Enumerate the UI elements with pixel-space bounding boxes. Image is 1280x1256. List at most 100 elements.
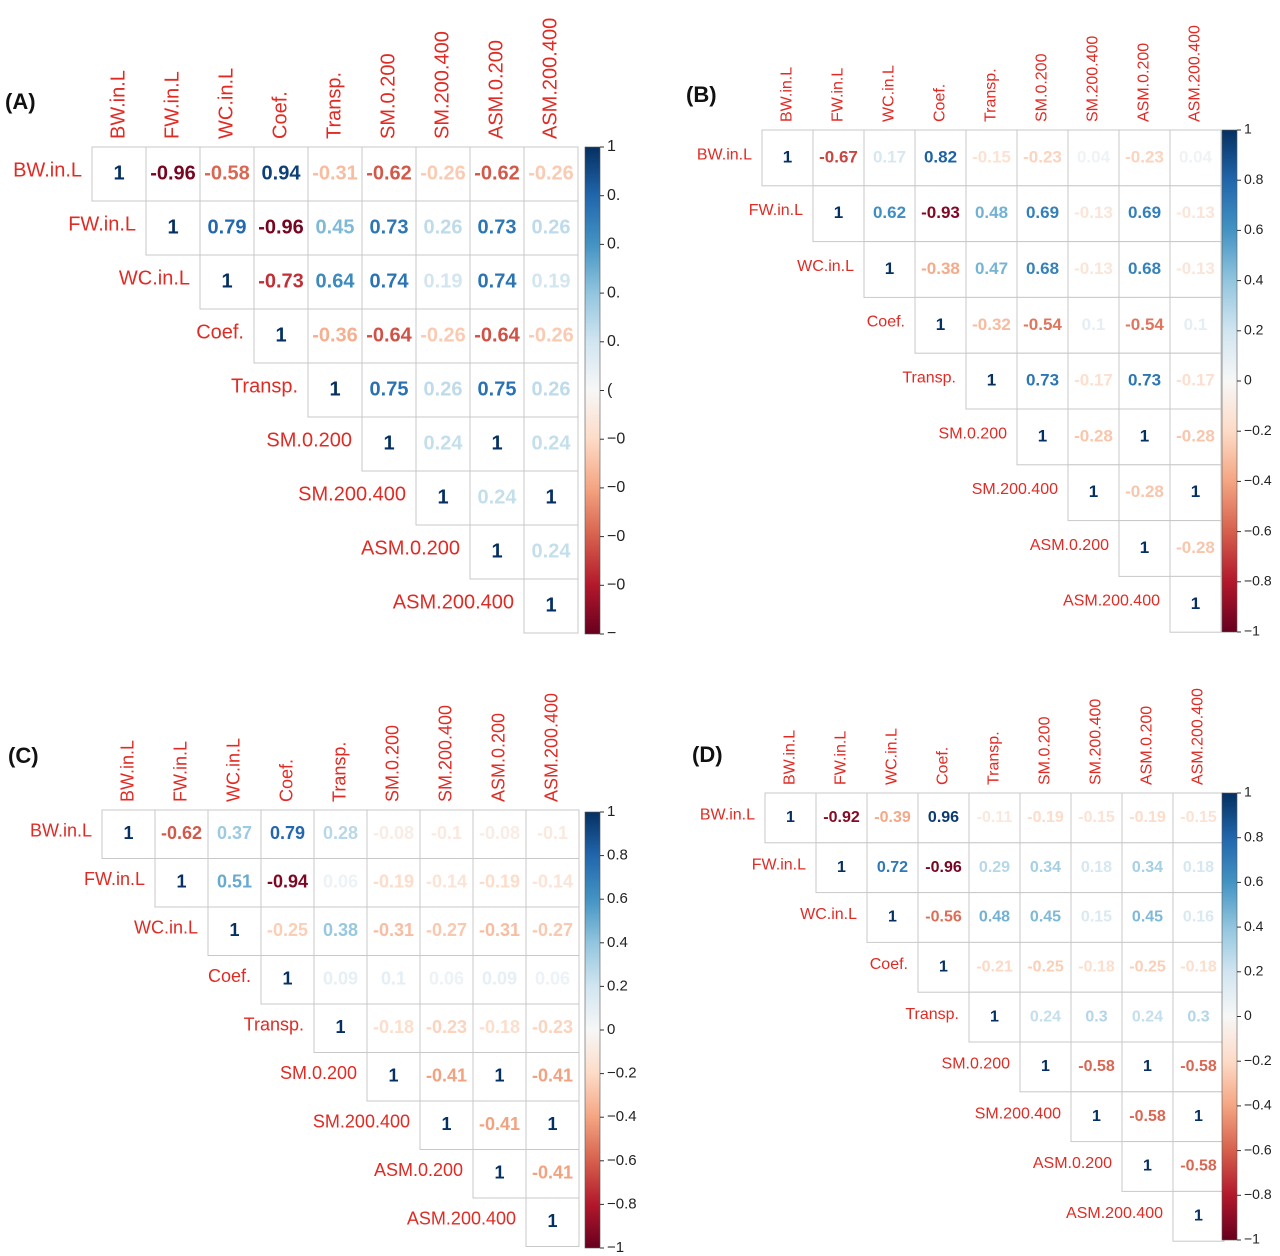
cell-value: 0.64 — [316, 270, 356, 292]
cell — [101, 809, 156, 859]
colorbar-tick-label: −0.6 — [1244, 1141, 1272, 1157]
cell-value: -0.54 — [1125, 315, 1164, 334]
column-label: SM.0.200 — [1037, 716, 1054, 785]
colorbar-tick-label: 0.2 — [1244, 963, 1264, 979]
cell — [361, 200, 417, 256]
cell-value: 0.79 — [270, 823, 305, 843]
cell-value: 0.18 — [1183, 859, 1214, 876]
row-label: ASM.0.200 — [1033, 1155, 1112, 1172]
colorbar-tick-label: 0.6 — [1244, 873, 1264, 889]
cell-value: 1 — [221, 270, 232, 292]
cell — [523, 524, 579, 580]
cell-value: 1 — [1140, 538, 1149, 557]
cell-value: -0.58 — [204, 162, 250, 184]
cell — [260, 809, 315, 859]
cell — [253, 200, 309, 256]
cell-value: -0.38 — [921, 259, 960, 278]
column-label: Coef. — [269, 91, 291, 139]
cell-value: -0.56 — [925, 909, 962, 926]
row-label: FW.in.L — [752, 856, 806, 873]
cell — [1121, 1141, 1174, 1192]
cell — [1169, 241, 1222, 298]
cell — [525, 1100, 580, 1150]
cell-value: -0.13 — [1074, 259, 1113, 278]
column-label: SM.0.200 — [382, 725, 402, 802]
cell-value: 0.3 — [1085, 1008, 1107, 1025]
cell-value: -0.28 — [1176, 538, 1215, 557]
row-label: ASM.0.200 — [1030, 537, 1109, 554]
cell — [313, 1003, 368, 1053]
colorbar-tick-label: −0.6 — [1244, 522, 1272, 538]
cell-value: -0.08 — [479, 823, 520, 843]
column-label: ASM.0.200 — [1136, 43, 1153, 122]
cell — [917, 941, 970, 993]
cell-value: 1 — [282, 969, 292, 989]
cell-value: 0.38 — [323, 920, 358, 940]
cell-value: 0.19 — [532, 270, 571, 292]
column-label: Transp. — [983, 68, 1000, 122]
row-label: WC.in.L — [119, 268, 190, 290]
cell — [415, 308, 471, 364]
cell-value: 0.96 — [928, 809, 959, 826]
row-label: SM.200.400 — [298, 484, 406, 506]
row-label: SM.0.200 — [280, 1063, 357, 1083]
cell — [1118, 296, 1171, 354]
cell — [253, 308, 309, 364]
cell — [1169, 408, 1222, 466]
column-label: Coef. — [276, 759, 296, 802]
cell-value: 1 — [491, 540, 502, 562]
colorbar-tick-label: 0 — [607, 1021, 615, 1038]
cell — [1019, 991, 1072, 1043]
cell-value: -0.31 — [312, 162, 358, 184]
cell-value: 0.04 — [1077, 147, 1111, 166]
cell-value: 0.06 — [429, 969, 464, 989]
colorbar-tick-label: ( — [607, 382, 613, 399]
cell-value: 0.19 — [424, 270, 463, 292]
cell-value: -0.67 — [819, 147, 858, 166]
column-label: SM.200.400 — [1085, 36, 1102, 122]
cell-value: 0.29 — [979, 859, 1010, 876]
cell — [419, 1003, 474, 1053]
cell-value: -0.25 — [267, 920, 308, 940]
cell — [914, 296, 967, 354]
cell-value: -0.18 — [479, 1017, 520, 1037]
cell-value: -0.18 — [1078, 959, 1115, 976]
cell-value: -0.19 — [1027, 809, 1064, 826]
cell-value: 0.73 — [1026, 371, 1059, 390]
cell-value: 0.1 — [1184, 315, 1208, 334]
cell-value: 1 — [1143, 1158, 1152, 1175]
cell-value: -0.17 — [1074, 371, 1113, 390]
cell-value: -0.19 — [373, 872, 414, 892]
cell — [1172, 842, 1225, 894]
row-label: WC.in.L — [797, 258, 854, 275]
cell-value: 0.47 — [975, 259, 1008, 278]
cell — [366, 809, 421, 859]
cell — [313, 809, 368, 859]
cell-value: -0.23 — [426, 1017, 467, 1037]
row-label: FW.in.L — [84, 869, 145, 889]
column-label: ASM.200.400 — [541, 693, 561, 802]
cell — [523, 308, 579, 364]
cell — [965, 296, 1018, 354]
cell — [1067, 185, 1120, 243]
panel-label: (C) — [8, 743, 39, 768]
cell-value: -0.19 — [479, 872, 520, 892]
cell — [914, 129, 967, 187]
cell-value: 1 — [1140, 426, 1149, 445]
column-label: ASM.200.400 — [1187, 25, 1204, 122]
corr-panel: (B) BW.in.L BW.in.L FW.in.L FW.in.L WC.in.L WC… — [686, 25, 1272, 639]
cell — [1169, 352, 1222, 410]
column-label: SM.200.400 — [431, 31, 453, 139]
row-label: BW.in.L — [30, 821, 92, 841]
column-label: BW.in.L — [107, 70, 129, 139]
cell-value: 1 — [113, 162, 124, 184]
cell — [1169, 129, 1222, 187]
cell — [523, 254, 579, 310]
cell-value: 0.26 — [424, 216, 463, 238]
cell — [419, 1100, 474, 1150]
cell-value: 0.75 — [370, 378, 409, 400]
column-label: WC.in.L — [884, 728, 901, 785]
row-label: Transp. — [902, 370, 956, 387]
colorbar-tick-label: −1 — [1244, 623, 1260, 639]
